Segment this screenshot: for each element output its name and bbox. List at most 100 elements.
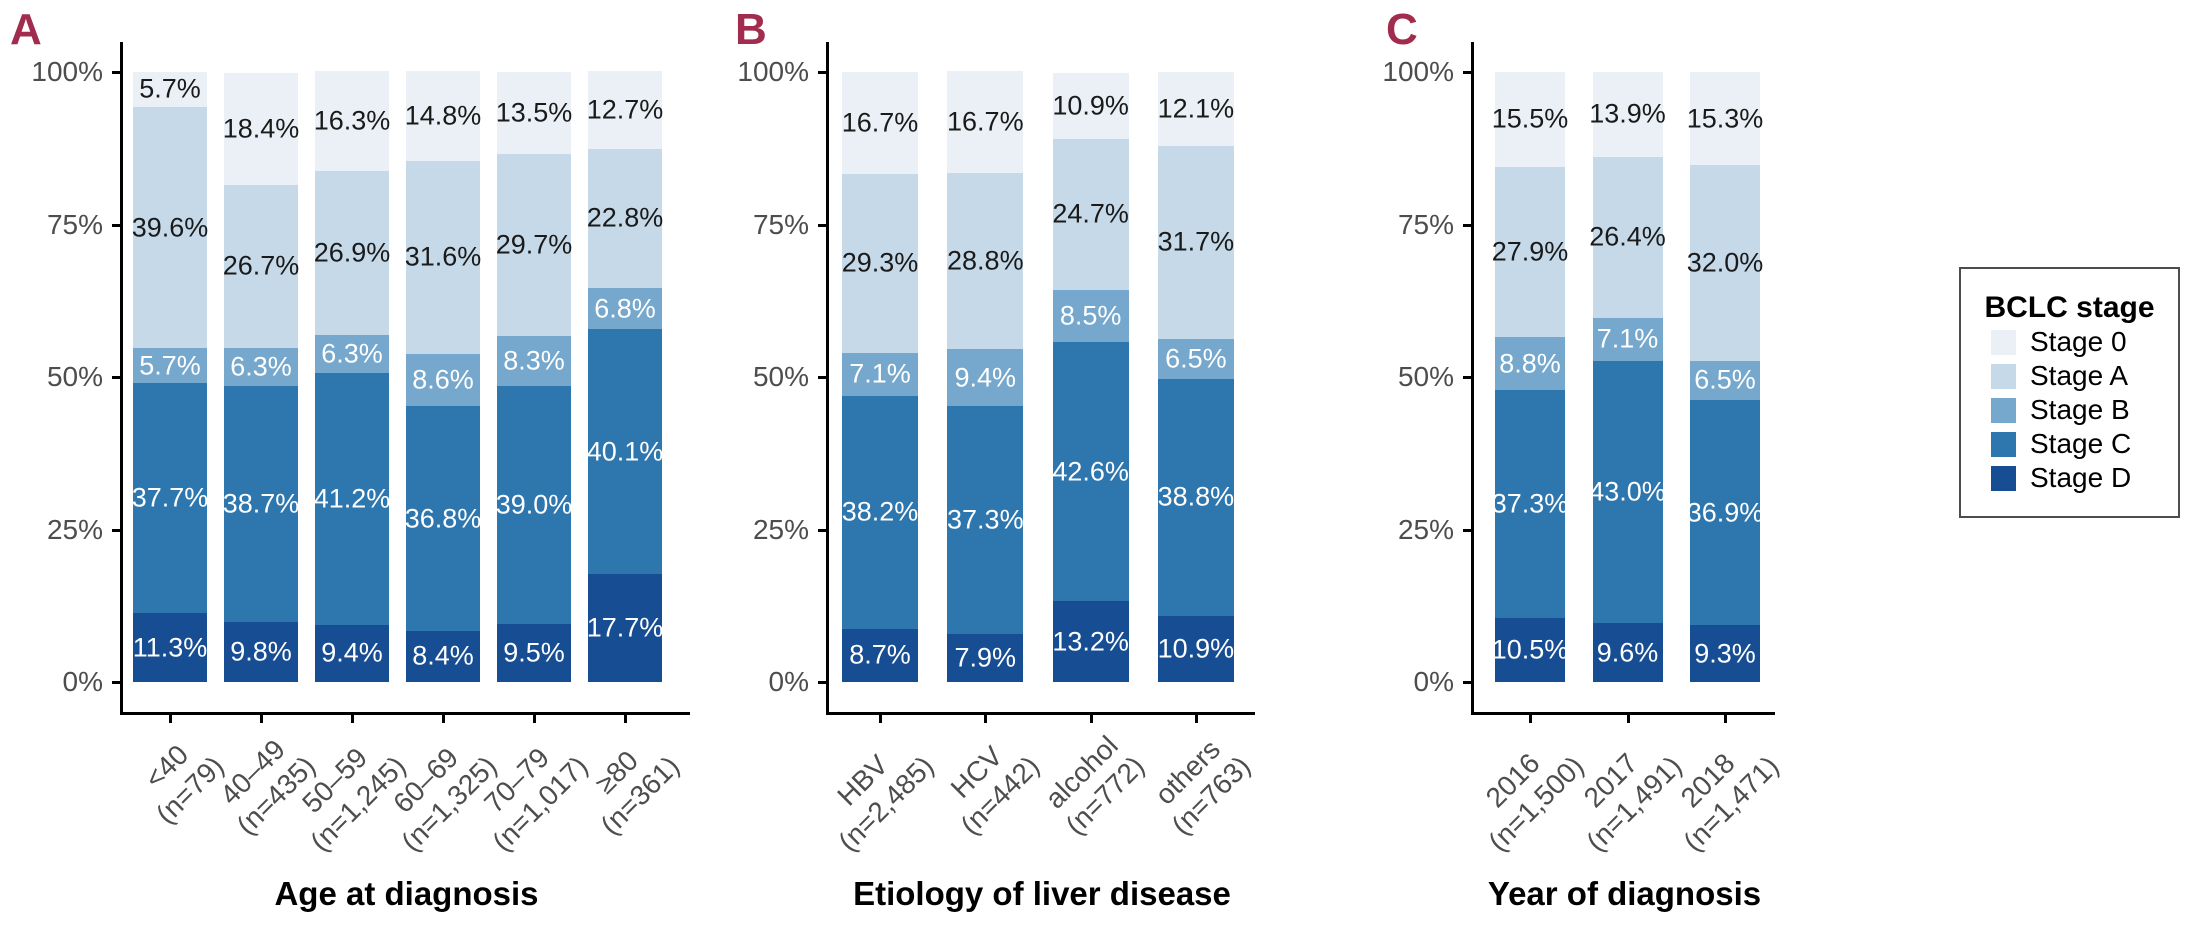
- bar-segment-stage-c: [1495, 390, 1565, 618]
- bar-segment-stage-b: [497, 335, 571, 387]
- segment-label: 9.3%: [1694, 638, 1756, 669]
- x-category-label: <40 (n=79): [126, 726, 230, 830]
- bar-segment-stage-a: [406, 161, 480, 354]
- bar-segment-stage-0: [1495, 72, 1565, 167]
- legend-item: Stage B: [1961, 393, 2178, 427]
- bar-segment-stage-0: [497, 72, 571, 155]
- legend-swatch-stage-c: [1991, 431, 2016, 457]
- segment-label: 8.4%: [412, 640, 474, 671]
- bar-segment-stage-d: [1495, 617, 1565, 682]
- legend-item-label: Stage B: [2030, 394, 2130, 425]
- bar-segment-stage-a: [1157, 145, 1234, 340]
- bar-segment-stage-0: [224, 72, 298, 185]
- bar-segment-stage-0: [1157, 72, 1234, 146]
- legend-entries: Stage 0 Stage A Stage B Stage C Stage D: [1961, 325, 2178, 495]
- bar-segment-stage-d: [497, 624, 571, 682]
- x-tick-mark: [533, 715, 536, 723]
- segment-label: 8.3%: [503, 345, 565, 376]
- y-tick-mark: [818, 71, 826, 74]
- segment-label: 27.9%: [1491, 236, 1569, 267]
- bar-segment-stage-0: [588, 71, 662, 149]
- y-tick-mark: [112, 376, 120, 379]
- x-axis-title: Age at diagnosis: [274, 875, 539, 912]
- x-category-label: ≥80 (n=361): [570, 726, 686, 842]
- bar-segment-stage-b: [406, 353, 480, 407]
- x-tick-mark: [624, 715, 627, 723]
- segment-label: 9.6%: [1596, 637, 1659, 668]
- x-category-label: others (n=763): [1141, 726, 1257, 842]
- bar-segment-stage-b: [315, 334, 389, 374]
- bar-segment-stage-a: [842, 173, 918, 353]
- segment-label: 13.2%: [1052, 626, 1129, 657]
- x-tick-mark: [1626, 715, 1630, 723]
- y-tick-mark: [1463, 681, 1471, 684]
- x-tick-mark: [879, 715, 882, 723]
- segment-label: 37.3%: [1491, 488, 1569, 519]
- bar-segment-stage-0: [842, 72, 918, 174]
- segment-label: 38.2%: [841, 496, 919, 527]
- segment-label: 7.1%: [1596, 323, 1659, 354]
- legend-swatch-stage-d: [1991, 465, 2016, 491]
- segment-label: 40.1%: [586, 436, 664, 467]
- segment-label: 6.5%: [1694, 364, 1756, 395]
- x-category-label: 2017 (n=1,491): [1556, 726, 1688, 858]
- y-tick-mark: [818, 528, 826, 532]
- x-category-label: 2016 (n=1,500): [1459, 726, 1591, 858]
- bar-segment-stage-a: [315, 170, 389, 335]
- x-axis-line: [120, 712, 690, 715]
- segment-label: 15.3%: [1686, 103, 1764, 134]
- x-tick-mark: [1724, 715, 1727, 723]
- bar-segment-stage-d: [947, 633, 1024, 682]
- bar-segment-stage-b: [1495, 336, 1565, 391]
- bar-segment-stage-b: [842, 352, 918, 396]
- segment-label: 7.9%: [954, 642, 1017, 673]
- y-tick-label: 100%: [31, 56, 103, 87]
- bar-segment-stage-c: [842, 395, 918, 629]
- y-tick-label: 0%: [1413, 666, 1454, 697]
- legend-item: Stage 0: [1961, 325, 2178, 359]
- bar-segment-stage-b: [588, 287, 662, 330]
- segment-label: 16.7%: [841, 107, 919, 138]
- bar-segment-stage-d: [224, 622, 298, 682]
- legend-swatch-stage-0: [1991, 329, 2016, 355]
- bar-segment-stage-a: [1592, 156, 1663, 318]
- segment-label: 42.6%: [1052, 456, 1129, 487]
- segment-label: 39.0%: [495, 489, 573, 520]
- segment-label: 9.4%: [954, 362, 1017, 393]
- bar-segment-stage-b: [133, 348, 207, 384]
- bar-segment-stage-0: [133, 72, 207, 107]
- segment-label: 6.8%: [594, 293, 656, 324]
- legend-item-label: Stage A: [2030, 360, 2129, 391]
- y-tick-label: 50%: [752, 361, 809, 392]
- panel-label-c: C: [1386, 5, 1418, 54]
- segment-label: 7.1%: [849, 358, 911, 389]
- y-tick-label: 25%: [752, 513, 809, 545]
- bar-segment-stage-a: [1495, 166, 1565, 337]
- x-category-label: 2018 (n=1,471): [1654, 726, 1786, 858]
- bar-segment-stage-d: [842, 628, 918, 682]
- x-tick-mark: [1529, 715, 1532, 723]
- segment-label: 36.9%: [1686, 497, 1764, 528]
- segment-label: 9.8%: [230, 636, 292, 667]
- y-axis-line: [826, 42, 829, 712]
- y-tick-mark: [818, 376, 826, 379]
- segment-label: 18.4%: [222, 113, 300, 144]
- segment-label: 6.5%: [1165, 343, 1227, 374]
- segment-label: 24.7%: [1052, 198, 1129, 229]
- segment-label: 37.7%: [131, 482, 209, 513]
- y-tick-label: 0%: [768, 666, 809, 697]
- segment-label: 38.7%: [222, 488, 300, 519]
- segment-label: 5.7%: [139, 73, 201, 104]
- segment-label: 28.8%: [947, 245, 1024, 276]
- y-tick-mark: [1463, 223, 1471, 227]
- segment-label: 10.5%: [1491, 634, 1569, 665]
- bar-segment-stage-d: [588, 574, 662, 682]
- segment-label: 8.5%: [1059, 300, 1122, 331]
- segment-label: 37.3%: [947, 504, 1024, 535]
- segment-label: 16.7%: [947, 106, 1024, 137]
- y-tick-label: 100%: [737, 56, 809, 87]
- bar-segment-stage-d: [1690, 625, 1760, 682]
- bar-segment-stage-c: [1157, 378, 1234, 616]
- legend-item: Stage C: [1961, 427, 2178, 461]
